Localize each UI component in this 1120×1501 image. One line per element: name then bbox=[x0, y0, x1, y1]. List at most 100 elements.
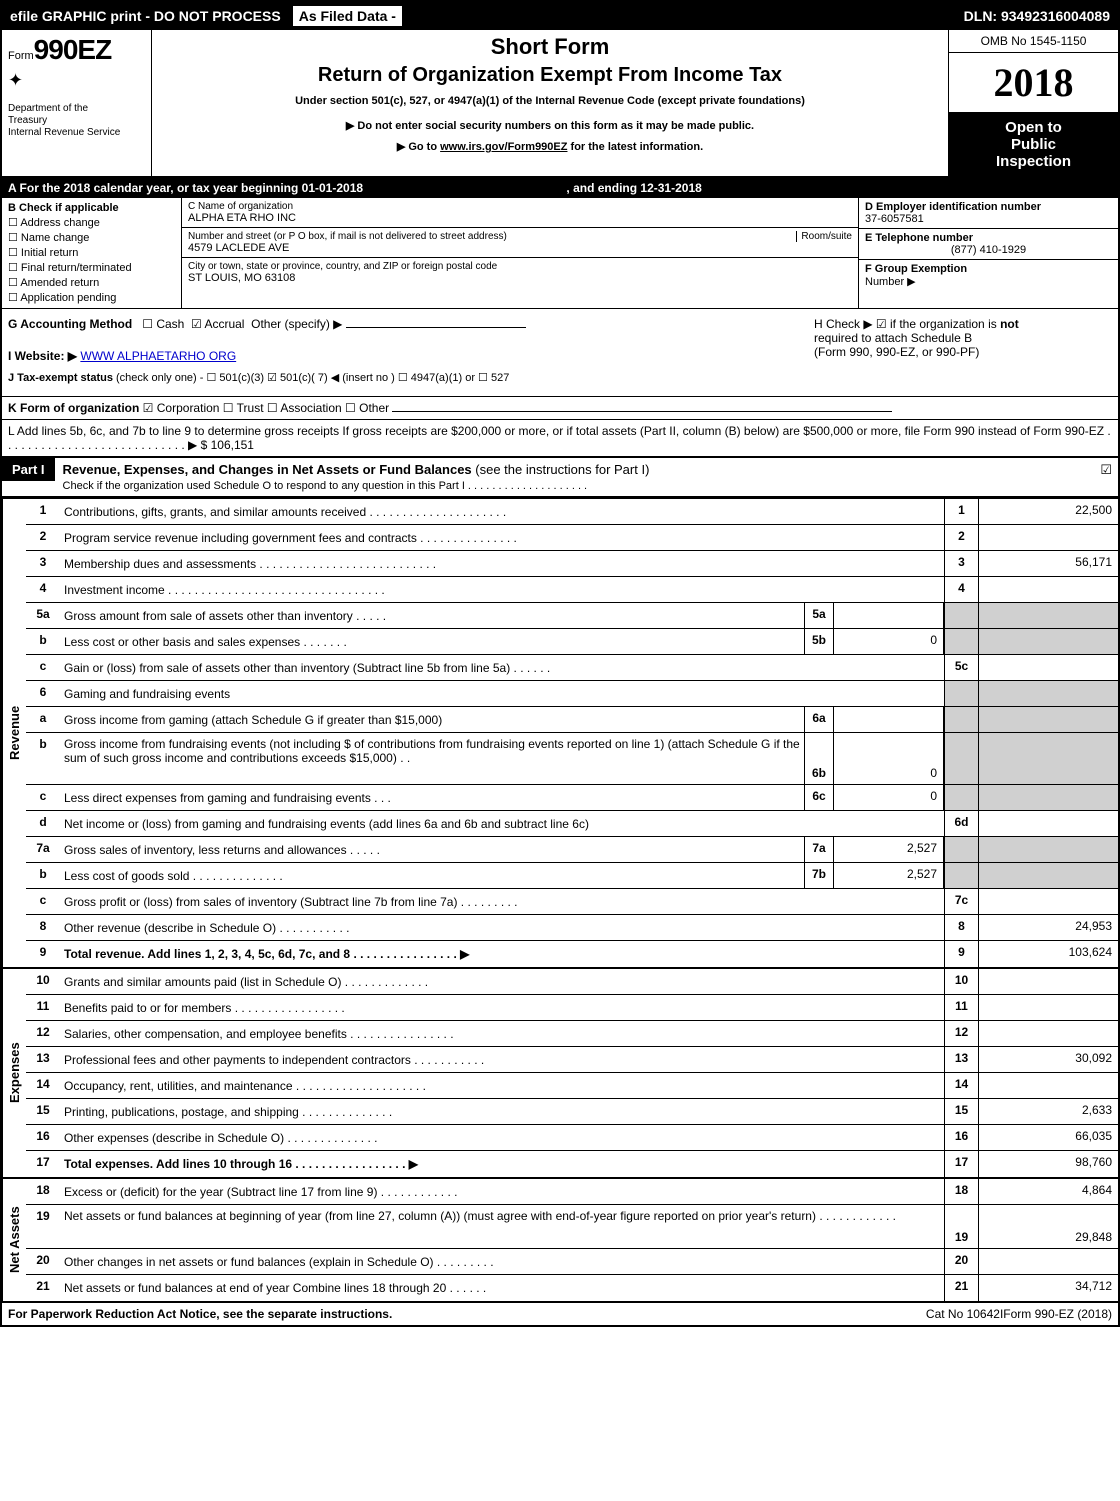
line-6: 6 Gaming and fundraising events bbox=[26, 681, 1118, 707]
chk-address-change[interactable]: Address change bbox=[8, 216, 175, 229]
line-6c-rval-shade bbox=[978, 785, 1118, 810]
line-5a-rnum-shade bbox=[944, 603, 978, 628]
line-18-rval: 4,864 bbox=[978, 1179, 1118, 1204]
line-13-num: 13 bbox=[26, 1047, 60, 1072]
part-1-header: Part I Revenue, Expenses, and Changes in… bbox=[2, 458, 1118, 497]
line-20-desc: Other changes in net assets or fund bala… bbox=[60, 1249, 944, 1274]
section-def: D Employer identification number 37-6057… bbox=[858, 198, 1118, 308]
line-6a-rnum-shade bbox=[944, 707, 978, 732]
dln-label: DLN: 93492316004089 bbox=[956, 8, 1118, 24]
line-7b-mval: 2,527 bbox=[834, 863, 944, 888]
ein-value: 37-6057581 bbox=[865, 213, 1112, 225]
section-j: J Tax-exempt status (check only one) - ☐… bbox=[8, 367, 802, 388]
line-7a-desc: Gross sales of inventory, less returns a… bbox=[60, 837, 804, 862]
part-1-title-block: Revenue, Expenses, and Changes in Net As… bbox=[55, 458, 1095, 496]
l-text: L Add lines 5b, 6c, and 7b to line 9 to … bbox=[8, 424, 1111, 452]
line-21-rnum: 21 bbox=[944, 1275, 978, 1301]
line-2-rval bbox=[978, 525, 1118, 550]
line-12-desc: Salaries, other compensation, and employ… bbox=[60, 1021, 944, 1046]
chk-initial-return[interactable]: Initial return bbox=[8, 246, 175, 259]
line-7b-mnum: 7b bbox=[804, 863, 834, 888]
dept-line-3: Internal Revenue Service bbox=[8, 127, 145, 139]
header-right: OMB No 1545-1150 2018 Open to Public Ins… bbox=[948, 30, 1118, 176]
line-14: 14 Occupancy, rent, utilities, and maint… bbox=[26, 1073, 1118, 1099]
line-11-desc: Benefits paid to or for members . . . . … bbox=[60, 995, 944, 1020]
line-18: 18 Excess or (deficit) for the year (Sub… bbox=[26, 1179, 1118, 1205]
goto-link[interactable]: www.irs.gov/Form990EZ bbox=[440, 141, 567, 153]
line-12-num: 12 bbox=[26, 1021, 60, 1046]
section-i: I Website: ▶ WWW ALPHAETARHO ORG bbox=[8, 345, 802, 367]
line-5b-rnum-shade bbox=[944, 629, 978, 654]
line-8-rnum: 8 bbox=[944, 915, 978, 940]
line-19: 19 Net assets or fund balances at beginn… bbox=[26, 1205, 1118, 1249]
revenue-side-label: Revenue bbox=[2, 499, 26, 967]
line-6-rnum-shade bbox=[944, 681, 978, 706]
line-6c-num: c bbox=[26, 785, 60, 810]
line-6a-desc: Gross income from gaming (attach Schedul… bbox=[60, 707, 804, 732]
line-7c-num: c bbox=[26, 889, 60, 914]
line-3: 3 Membership dues and assessments . . . … bbox=[26, 551, 1118, 577]
line-18-desc: Excess or (deficit) for the year (Subtra… bbox=[60, 1179, 944, 1204]
line-9-num: 9 bbox=[26, 941, 60, 967]
line-5b-mval: 0 bbox=[834, 629, 944, 654]
room-label: Room/suite bbox=[796, 231, 852, 242]
line-5a-mnum: 5a bbox=[804, 603, 834, 628]
line-5b-mnum: 5b bbox=[804, 629, 834, 654]
as-filed-box: As Filed Data - bbox=[293, 6, 402, 26]
chk-cash[interactable]: Cash bbox=[142, 317, 184, 331]
tel-label: E Telephone number bbox=[865, 232, 1112, 244]
line-8-num: 8 bbox=[26, 915, 60, 940]
netassets-lines: 18 Excess or (deficit) for the year (Sub… bbox=[26, 1179, 1118, 1301]
part-1-title-sub: (see the instructions for Part I) bbox=[472, 462, 650, 477]
section-k: K Form of organization ☑ Corporation ☐ T… bbox=[2, 397, 1118, 420]
chk-accrual[interactable]: Accrual bbox=[191, 317, 244, 331]
line-3-rnum: 3 bbox=[944, 551, 978, 576]
line-7c-rval bbox=[978, 889, 1118, 914]
org-name: ALPHA ETA RHO INC bbox=[188, 212, 852, 224]
chk-amended-return[interactable]: Amended return bbox=[8, 276, 175, 289]
row-a-text-b: , and ending 12-31-2018 bbox=[566, 181, 701, 195]
g-label: G Accounting Method bbox=[8, 317, 132, 331]
line-5c-desc: Gain or (loss) from sale of assets other… bbox=[60, 655, 944, 680]
line-7b-num: b bbox=[26, 863, 60, 888]
goto-prefix: Go to bbox=[408, 141, 440, 153]
c-name-block: C Name of organization ALPHA ETA RHO INC bbox=[182, 198, 858, 228]
line-10-rval bbox=[978, 969, 1118, 994]
top-bar: efile GRAPHIC print - DO NOT PROCESS As … bbox=[2, 2, 1118, 30]
line-7c-rnum: 7c bbox=[944, 889, 978, 914]
chk-application-pending[interactable]: Application pending bbox=[8, 291, 175, 304]
line-9-desc: Total revenue. Add lines 1, 2, 3, 4, 5c,… bbox=[60, 941, 944, 967]
website-link[interactable]: WWW ALPHAETARHO ORG bbox=[80, 349, 236, 363]
footer-mid: Cat No 10642I bbox=[926, 1307, 1003, 1321]
row-a-text-a: A For the 2018 calendar year, or tax yea… bbox=[8, 181, 363, 195]
open-line-1: Open to bbox=[953, 119, 1114, 136]
line-17-num: 17 bbox=[26, 1151, 60, 1177]
line-7c-desc: Gross profit or (loss) from sales of inv… bbox=[60, 889, 944, 914]
line-6b-rval-shade bbox=[978, 733, 1118, 784]
part-1-title: Revenue, Expenses, and Changes in Net As… bbox=[63, 462, 472, 477]
part-1-checkbox[interactable]: ☑ bbox=[1094, 458, 1118, 482]
line-19-rnum: 19 bbox=[944, 1205, 978, 1248]
j-label: J Tax-exempt status bbox=[8, 372, 113, 384]
f-group-block: F Group Exemption Number ▶ bbox=[859, 260, 1118, 308]
d-ein-block: D Employer identification number 37-6057… bbox=[859, 198, 1118, 229]
line-11: 11 Benefits paid to or for members . . .… bbox=[26, 995, 1118, 1021]
line-16-rval: 66,035 bbox=[978, 1125, 1118, 1150]
expenses-section: Expenses 10 Grants and similar amounts p… bbox=[2, 967, 1118, 1177]
dept-line-2: Treasury bbox=[8, 115, 145, 127]
section-c: C Name of organization ALPHA ETA RHO INC… bbox=[182, 198, 858, 308]
chk-name-change[interactable]: Name change bbox=[8, 231, 175, 244]
form-container: efile GRAPHIC print - DO NOT PROCESS As … bbox=[0, 0, 1120, 1327]
line-6c-desc: Less direct expenses from gaming and fun… bbox=[60, 785, 804, 810]
line-6b-desc: Gross income from fundraising events (no… bbox=[60, 733, 804, 784]
chk-final-return[interactable]: Final return/terminated bbox=[8, 261, 175, 274]
line-13: 13 Professional fees and other payments … bbox=[26, 1047, 1118, 1073]
netassets-section: Net Assets 18 Excess or (deficit) for th… bbox=[2, 1177, 1118, 1301]
line-6c-rnum-shade bbox=[944, 785, 978, 810]
line-6c: c Less direct expenses from gaming and f… bbox=[26, 785, 1118, 811]
org-address: 4579 LACLEDE AVE bbox=[188, 242, 852, 254]
line-5a-num: 5a bbox=[26, 603, 60, 628]
line-6b-num: b bbox=[26, 733, 60, 784]
c-addr-label: Number and street (or P O box, if mail i… bbox=[188, 231, 852, 242]
tel-value: (877) 410-1929 bbox=[865, 244, 1112, 256]
